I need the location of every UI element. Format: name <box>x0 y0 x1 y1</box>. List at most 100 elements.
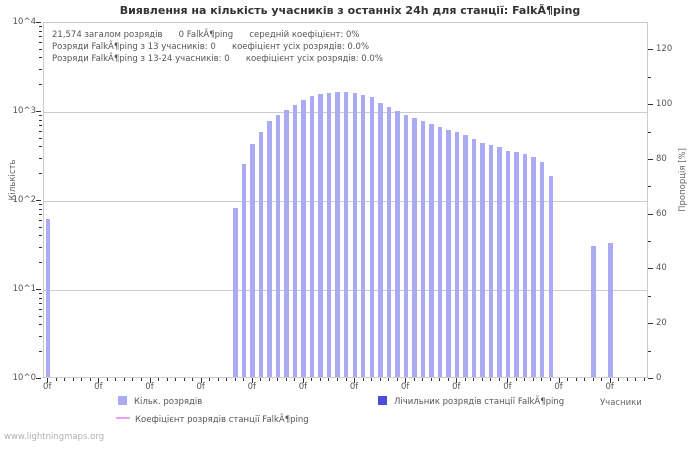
x-axis-tick <box>405 378 407 383</box>
legend-line-icon <box>116 417 130 419</box>
bar <box>326 92 332 377</box>
bar <box>335 92 340 377</box>
bar <box>361 94 366 377</box>
x-axis-tick <box>268 378 270 381</box>
y-axis-right-minor-tick <box>648 295 651 297</box>
y-axis-left-tick <box>36 289 41 290</box>
y-axis-left-tick <box>36 111 41 112</box>
bar <box>258 132 264 377</box>
bar <box>531 156 536 377</box>
y-axis-left-minor-tick <box>39 208 42 210</box>
x-axis-tick <box>294 378 296 381</box>
x-axis-tick <box>473 378 475 381</box>
x-axis-tick <box>140 378 142 381</box>
bar <box>488 145 494 377</box>
y-axis-left-tick-label: 10^0 <box>12 373 36 383</box>
y-axis-left-minor-tick <box>39 130 42 132</box>
bar <box>233 207 238 377</box>
bar <box>275 114 281 377</box>
bar <box>463 135 468 377</box>
legend-square-icon <box>378 396 387 405</box>
y-axis-right-tick <box>648 104 653 106</box>
y-axis-right-minor-tick <box>648 186 651 188</box>
bar <box>403 114 409 377</box>
x-axis-tick <box>490 378 492 381</box>
x-axis-tick <box>567 378 569 381</box>
x-axis-tick <box>55 378 57 381</box>
bar <box>608 243 613 377</box>
y-axis-right-tick <box>648 158 653 160</box>
x-axis-tick <box>123 378 125 381</box>
x-axis-tick <box>354 378 356 383</box>
x-axis-tick <box>115 378 117 381</box>
y-axis-left-minor-tick <box>39 335 42 337</box>
x-axis-tick-label: 0f <box>94 382 103 392</box>
bar <box>548 176 553 377</box>
annotation-line-3: Розряди FalkÃ¶ping з 13-24 учасників: 0 … <box>52 54 383 64</box>
x-axis-tick <box>47 378 49 383</box>
legend-item-station-stroke-ratio[interactable]: Коефіцієнт розрядів станції FalkÃ¶ping <box>116 415 309 425</box>
bar <box>412 117 417 377</box>
x-axis-tick <box>575 378 577 381</box>
y-axis-left-minor-tick <box>39 119 42 121</box>
y-axis-left-minor-tick <box>39 57 42 59</box>
x-axis-tick <box>132 378 134 381</box>
x-axis-tick <box>226 378 228 381</box>
bar <box>497 147 502 377</box>
x-axis-tick <box>200 378 202 383</box>
y-axis-right-minor-tick <box>648 76 651 78</box>
bar <box>378 102 383 377</box>
bar <box>480 142 485 377</box>
y-axis-left-tick-label: 10^1 <box>12 284 36 294</box>
x-axis-tick <box>311 378 313 381</box>
x-axis-tick <box>379 378 381 381</box>
bar <box>301 100 306 377</box>
y-axis-left-tick <box>36 378 41 379</box>
x-axis-tick-label: 0f <box>605 382 614 392</box>
x-axis-tick <box>192 378 194 381</box>
bar <box>45 218 51 377</box>
y-axis-left-minor-tick <box>39 235 42 237</box>
y-axis-left-minor-tick <box>39 351 42 353</box>
y-axis-right-tick <box>648 323 653 325</box>
x-axis-tick <box>626 378 628 381</box>
page-title: Виявлення на кількість учасників з остан… <box>119 4 581 17</box>
x-axis-tick <box>515 378 517 381</box>
x-axis-tick-label: 0f <box>400 382 410 392</box>
plot-area: 21,574 загалом розрядів 0 FalkÃ¶ping сер… <box>43 22 648 378</box>
y-axis-right-tick-label: 60 <box>656 208 667 219</box>
bar <box>505 150 511 377</box>
bar <box>522 154 528 377</box>
bar <box>267 120 272 377</box>
x-axis-tick-label: 0f <box>298 382 308 392</box>
bar <box>352 92 357 377</box>
annotation-line-1: 21,574 загалом розрядів 0 FalkÃ¶ping сер… <box>52 30 360 40</box>
x-axis-tick-label: 0f <box>196 382 205 392</box>
x-axis-tick <box>643 378 645 381</box>
y-axis-right-tick-label: 40 <box>656 263 667 274</box>
x-axis-tick <box>362 378 364 381</box>
legend-label: Кільк. розрядів <box>134 397 203 407</box>
x-axis-tick <box>209 378 211 381</box>
y-axis-left-minor-tick <box>39 35 42 37</box>
y-axis-left-minor-tick <box>39 26 42 28</box>
y-axis-right-tick-label: 0 <box>656 373 662 383</box>
x-axis-tick <box>524 378 526 381</box>
legend-label: Лічильник розрядів станції FalkÃ¶ping <box>394 397 565 407</box>
bar <box>309 96 315 377</box>
x-axis-tick <box>388 378 390 381</box>
bar <box>284 110 289 377</box>
y-axis-right-minor-tick <box>648 131 651 133</box>
x-axis-tick <box>285 378 287 381</box>
y-axis-left-minor-tick <box>39 204 42 206</box>
legend-item-count-of-strokes[interactable]: Кільк. розрядів <box>118 396 202 407</box>
watermark: www.lightningmaps.org <box>4 432 105 442</box>
x-axis-tick <box>456 378 458 383</box>
y-axis-left-minor-tick <box>39 246 42 248</box>
legend-item-station-stroke-counter[interactable]: Лічильник розрядів станції FalkÃ¶ping <box>378 396 564 407</box>
y-axis-left-minor-tick <box>39 302 42 304</box>
y-axis-left-minor-tick <box>39 84 42 86</box>
y-axis-left-tick-label: 10^3 <box>12 106 36 116</box>
bar <box>395 110 400 377</box>
